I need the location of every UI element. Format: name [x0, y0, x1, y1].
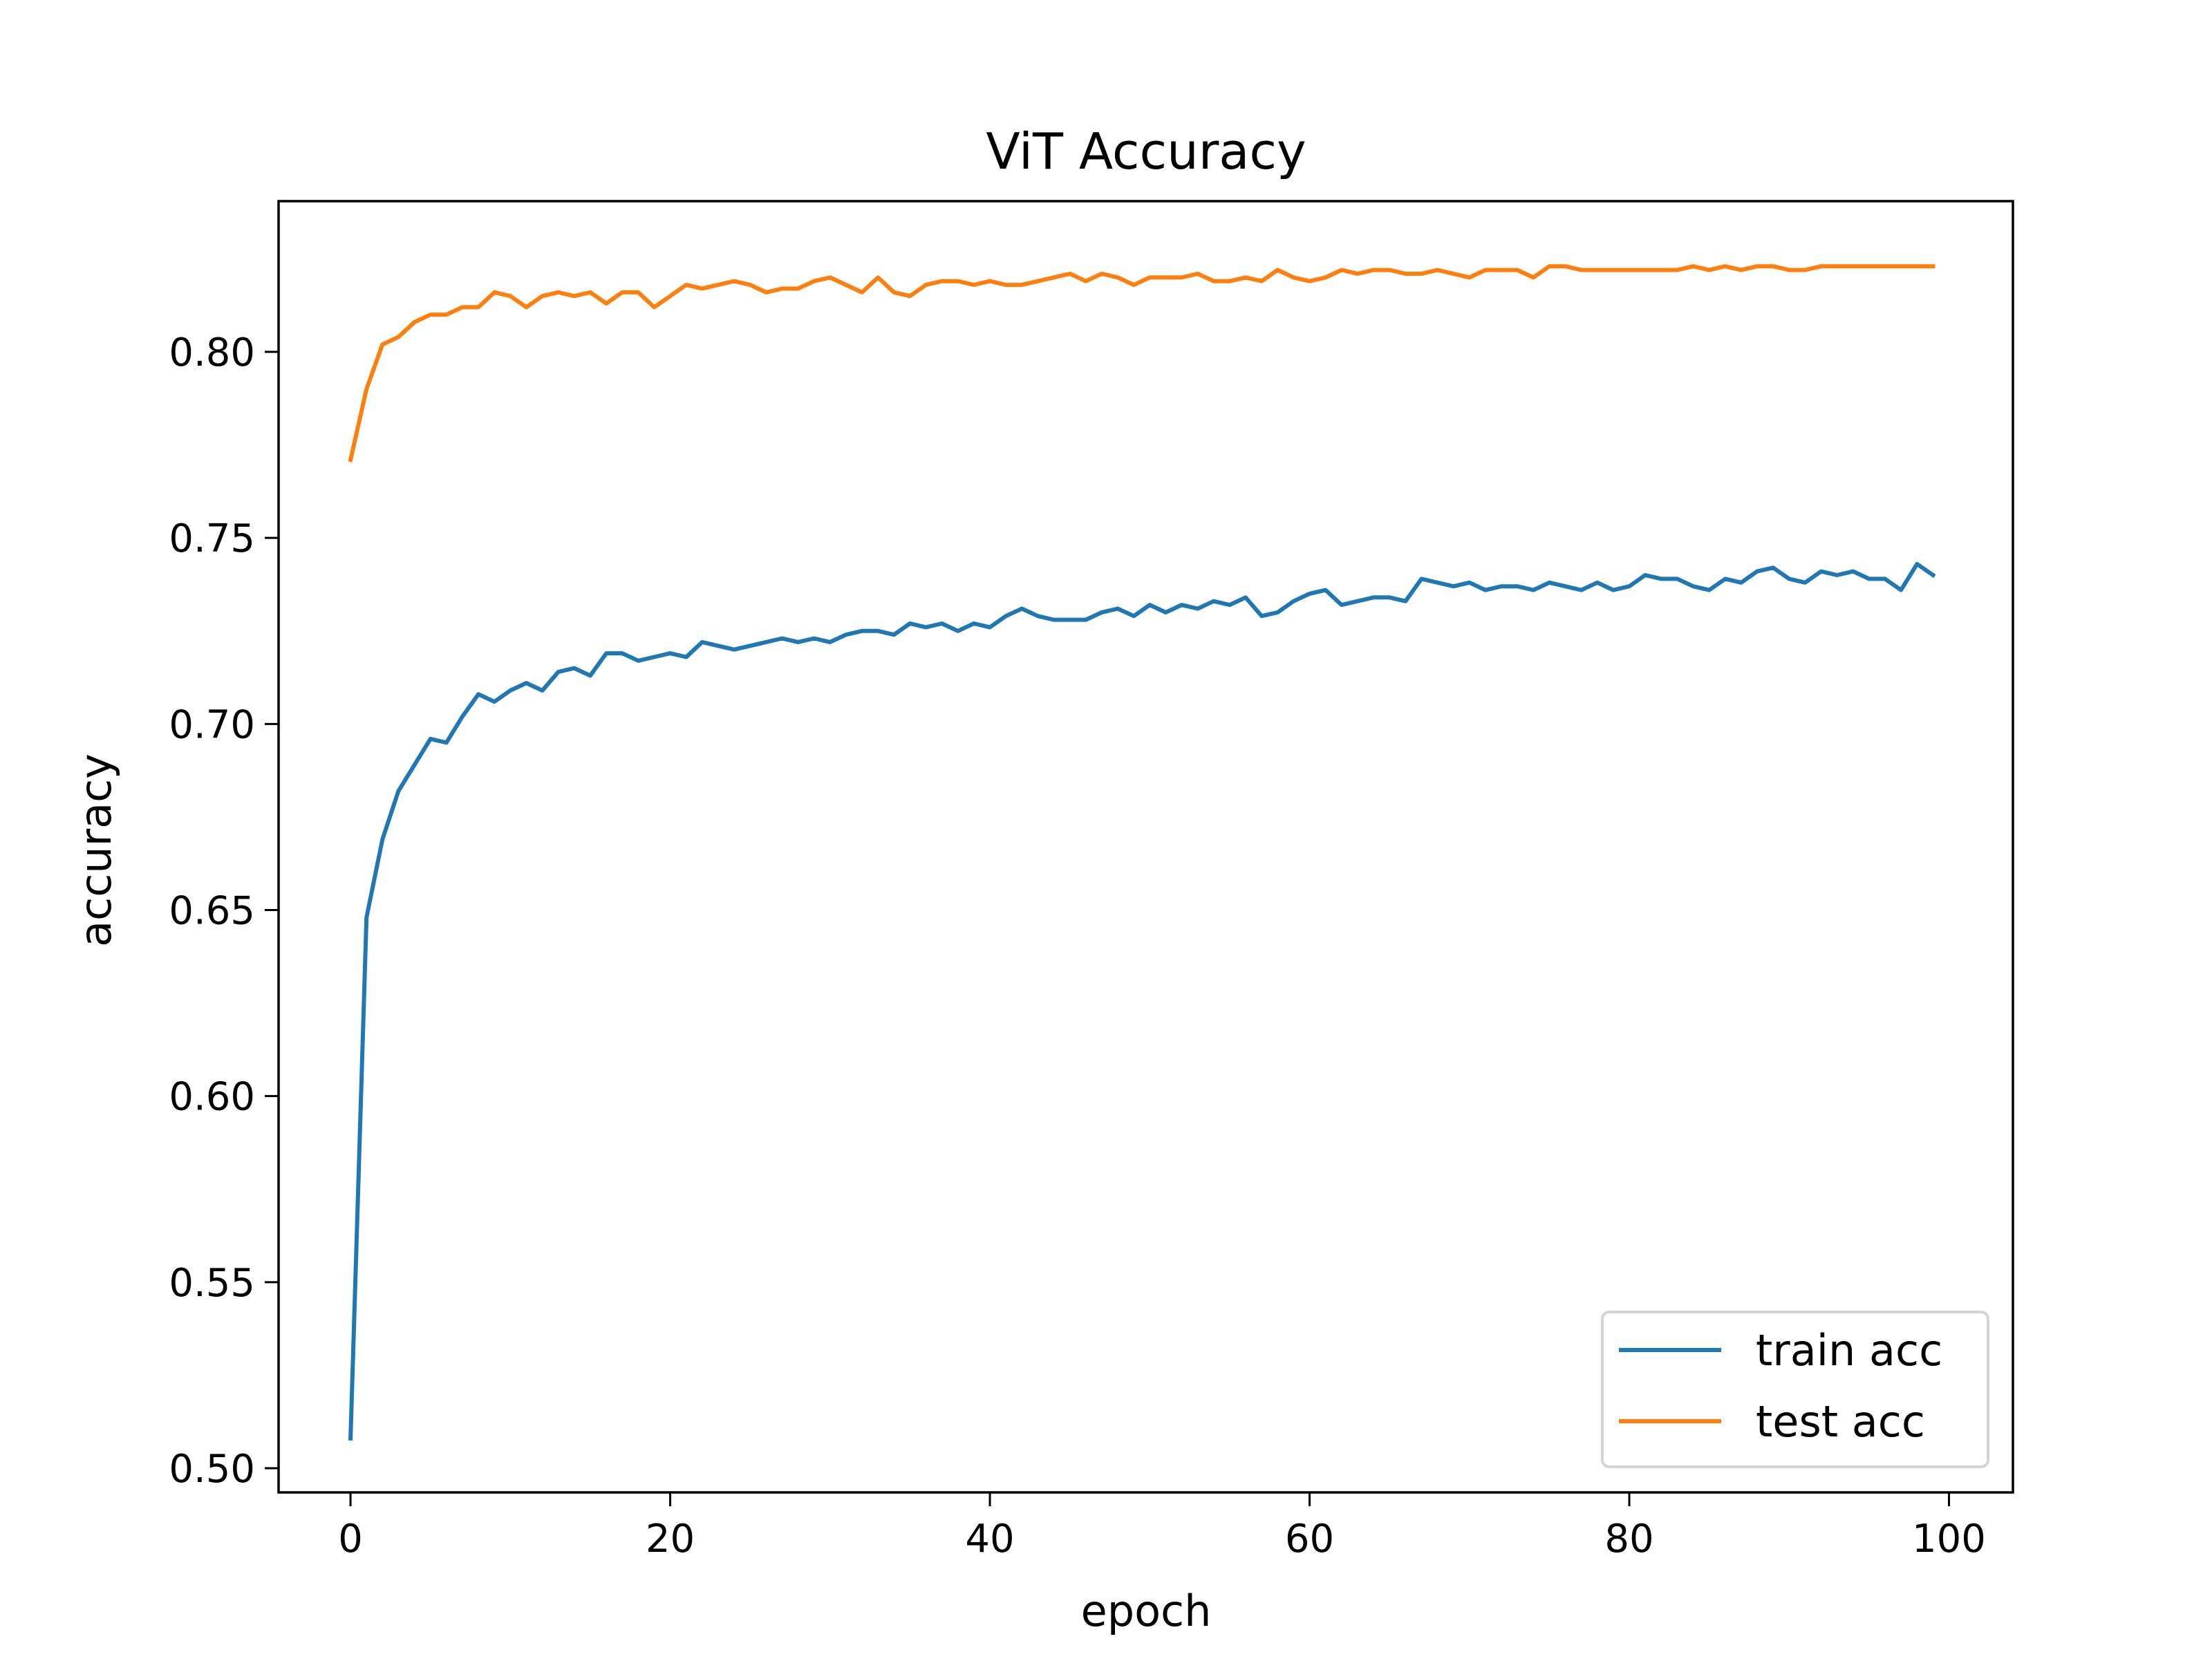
x-axis: 0 20 40 60 80 100	[338, 1492, 1986, 1562]
legend-label-train-acc: train acc	[1756, 1325, 1942, 1376]
series-line-test-acc	[348, 264, 1936, 462]
y-tick-label: 0.80	[169, 330, 255, 375]
y-tick-label: 0.70	[169, 702, 255, 747]
y-axis-label: accuracy	[71, 753, 121, 947]
x-tick-label: 80	[1604, 1517, 1653, 1562]
x-tick-label: 100	[1912, 1517, 1986, 1562]
y-tick-label: 0.60	[169, 1075, 255, 1120]
chart-title: ViT Accuracy	[986, 122, 1306, 180]
y-axis: 0.50 0.55 0.60 0.65 0.70 0.75 0.80	[169, 330, 279, 1492]
series-line-train-acc	[348, 561, 1936, 1441]
legend-label-test-acc: test acc	[1756, 1396, 1925, 1447]
series-layer	[348, 264, 1936, 1441]
x-tick-label: 60	[1285, 1517, 1334, 1562]
x-tick-label: 0	[338, 1517, 363, 1562]
y-tick-label: 0.50	[169, 1447, 255, 1492]
legend: train acc test acc	[1601, 1311, 1989, 1468]
x-axis-label: epoch	[1081, 1586, 1212, 1636]
y-tick-label: 0.65	[169, 889, 255, 934]
y-tick-label: 0.75	[169, 516, 255, 561]
y-tick-label: 0.55	[169, 1261, 255, 1306]
x-tick-label: 20	[646, 1517, 695, 1562]
x-tick-label: 40	[965, 1517, 1014, 1562]
plot-area-frame	[277, 200, 2014, 1494]
